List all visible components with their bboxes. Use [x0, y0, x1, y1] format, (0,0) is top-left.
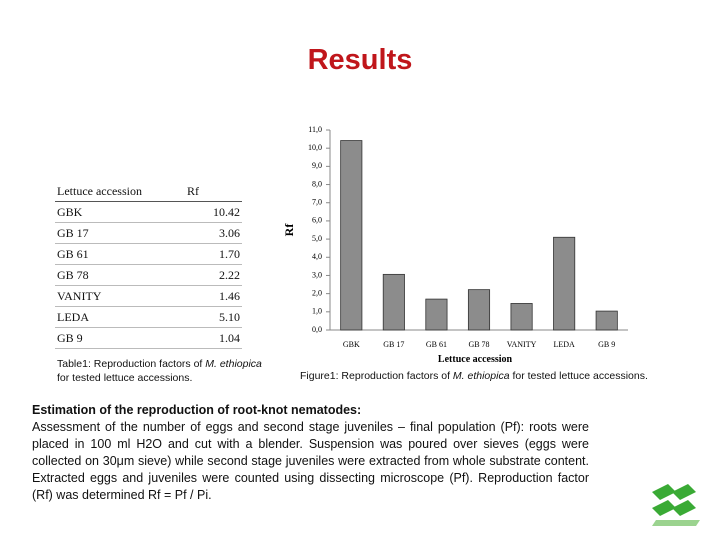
bar [340, 140, 363, 331]
figure-caption: Figure1: Reproduction factors of M. ethi… [300, 369, 700, 383]
table-cell: 5.10 [219, 310, 240, 324]
y-tick-label: 2,0 [312, 288, 322, 297]
slide-title: Results [307, 44, 413, 76]
x-tick-label: GB 17 [383, 340, 404, 349]
x-tick-label: VANITY [507, 340, 537, 349]
section: Estimation of the reproduction of root-k… [32, 402, 589, 504]
table-caption: Table1: Reproduction factors of M. ethio… [57, 357, 277, 385]
table-row: GB 17 3.06 [55, 223, 242, 244]
header-cell: Lettuce accession [57, 184, 142, 198]
y-tick-label: 1,0 [312, 307, 322, 316]
table-cell: GB 78 [57, 268, 89, 282]
table-row: GBK 10.42 [55, 202, 242, 223]
x-tick-label: GBK [343, 340, 360, 349]
table-cell: LEDA [57, 310, 89, 324]
species: M. ethiopica [205, 358, 262, 370]
bar [595, 310, 618, 331]
bar [467, 289, 491, 331]
header-cell: Rf [187, 184, 199, 198]
y-tick-label: 3,0 [312, 270, 322, 279]
bar [382, 273, 405, 331]
caption-text: Table1: Reproduction factors of [57, 358, 206, 370]
caption-text: Figure1: Reproduction factors of [300, 370, 453, 382]
caption-text: for tested lettuce accessions. [509, 370, 648, 382]
table-cell: 3.06 [219, 226, 240, 240]
table-cell: 2.22 [219, 268, 240, 282]
table-row: GB 78 2.22 [55, 265, 242, 286]
table-row: LEDA 5.10 [55, 307, 242, 328]
caption-text: for tested lettuce accessions. [57, 372, 193, 384]
table-cell: GB 9 [57, 331, 83, 345]
x-tick-label: GB 78 [468, 340, 489, 349]
section-body: Assessment of the number of eggs and sec… [32, 420, 589, 502]
x-tick-label: GB 61 [426, 340, 447, 349]
y-tick-label: 8,0 [312, 179, 322, 188]
y-tick-label: 11,0 [308, 125, 322, 134]
logo [652, 484, 700, 526]
y-tick-label: 10,0 [308, 143, 322, 152]
section-heading: Estimation of the reproduction of root-k… [32, 403, 362, 417]
bar [553, 236, 576, 331]
table-cell: 1.46 [219, 289, 240, 303]
y-tick-label: 0,0 [312, 325, 322, 334]
table-cell: 10.42 [213, 205, 240, 219]
table-cell: 1.70 [219, 247, 240, 261]
table-header: Lettuce accession Rf [55, 181, 242, 202]
table-cell: GB 61 [57, 247, 89, 261]
table-row: VANITY 1.46 [55, 286, 242, 307]
y-tick-label: 7,0 [312, 198, 322, 207]
table-cell: VANITY [57, 289, 102, 303]
bar [425, 298, 448, 331]
table-cell: GB 17 [57, 226, 89, 240]
table-cell: 1.04 [219, 331, 240, 345]
y-tick-label: 9,0 [312, 161, 322, 170]
table-row: GB 9 1.04 [55, 328, 242, 349]
x-axis-label: Lettuce accession [438, 354, 513, 365]
y-tick-label: 5,0 [312, 234, 322, 243]
y-tick-label: 4,0 [312, 252, 322, 261]
y-axis-label: Rf [282, 223, 296, 237]
species: M. ethiopica [452, 370, 510, 382]
y-tick-label: 6,0 [312, 216, 322, 225]
bar [510, 303, 533, 331]
table-row: GB 61 1.70 [55, 244, 242, 265]
x-tick-label: GB 9 [598, 340, 615, 349]
table: Lettuce accession Rf GBK 10.42 GB 17 3.06 GB… [55, 181, 242, 349]
table-cell: GBK [57, 205, 83, 219]
x-tick-label: LEDA [553, 340, 575, 349]
